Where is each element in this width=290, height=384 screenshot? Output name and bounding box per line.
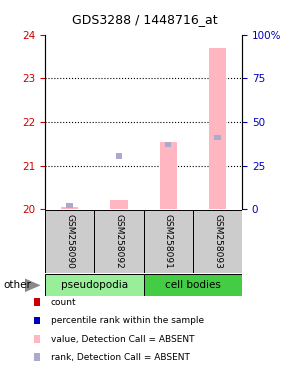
Bar bbox=[116, 153, 122, 159]
Text: percentile rank within the sample: percentile rank within the sample bbox=[51, 316, 204, 325]
Bar bbox=[214, 134, 221, 140]
Text: GSM258091: GSM258091 bbox=[164, 214, 173, 269]
Text: pseudopodia: pseudopodia bbox=[61, 280, 128, 290]
Bar bbox=[34, 298, 40, 306]
Bar bbox=[45, 210, 94, 273]
Bar bbox=[144, 210, 193, 273]
Bar bbox=[193, 210, 242, 273]
Text: GSM258090: GSM258090 bbox=[65, 214, 74, 269]
Polygon shape bbox=[25, 278, 41, 292]
Text: GSM258092: GSM258092 bbox=[114, 214, 124, 269]
Bar bbox=[144, 274, 242, 296]
Text: cell bodies: cell bodies bbox=[165, 280, 221, 290]
Bar bbox=[45, 274, 144, 296]
Bar bbox=[34, 335, 40, 343]
Bar bbox=[165, 142, 171, 147]
Text: GDS3288 / 1448716_at: GDS3288 / 1448716_at bbox=[72, 13, 218, 26]
Bar bbox=[209, 48, 226, 209]
Text: rank, Detection Call = ABSENT: rank, Detection Call = ABSENT bbox=[51, 353, 190, 362]
Text: value, Detection Call = ABSENT: value, Detection Call = ABSENT bbox=[51, 334, 194, 344]
Text: other: other bbox=[3, 280, 31, 290]
Bar bbox=[34, 316, 40, 324]
Bar bbox=[94, 210, 144, 273]
Bar bbox=[160, 142, 177, 209]
Text: GSM258093: GSM258093 bbox=[213, 214, 222, 269]
Bar bbox=[61, 207, 78, 209]
Text: count: count bbox=[51, 298, 76, 307]
Bar bbox=[34, 353, 40, 361]
Bar bbox=[66, 203, 73, 209]
Bar bbox=[110, 200, 128, 209]
